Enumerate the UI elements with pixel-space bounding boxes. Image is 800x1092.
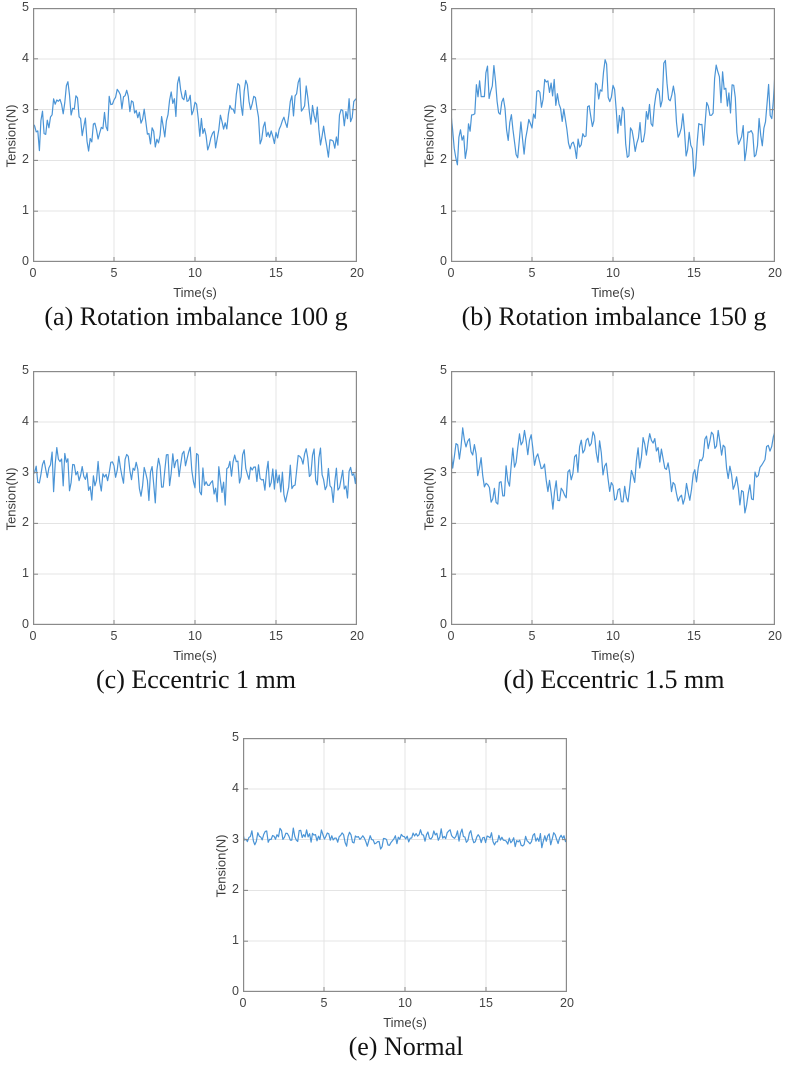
x-tick-label: 0 xyxy=(447,629,455,643)
y-tick-label: 1 xyxy=(440,566,447,581)
y-tick-label: 3 xyxy=(440,464,447,479)
x-tick-label: 0 xyxy=(29,266,37,280)
y-tick-label: 1 xyxy=(22,566,29,581)
y-tick-label: 1 xyxy=(232,933,239,948)
y-tick-label: 2 xyxy=(440,515,447,530)
y-tick-label: 3 xyxy=(232,831,239,846)
y-tick-label: 3 xyxy=(22,101,29,116)
x-tick-label: 20 xyxy=(768,266,782,280)
chart-canvas xyxy=(33,8,357,262)
x-axis-label: Time(s) xyxy=(173,285,217,300)
y-tick-label: 0 xyxy=(22,254,29,268)
x-tick-label: 10 xyxy=(398,996,412,1010)
chart-canvas xyxy=(451,371,775,625)
signal-line xyxy=(33,76,357,158)
y-tick-label: 2 xyxy=(22,515,29,530)
chart-canvas xyxy=(451,8,775,262)
x-tick-label: 15 xyxy=(269,266,283,280)
y-tick-label: 2 xyxy=(232,882,239,897)
x-tick-label: 10 xyxy=(606,266,620,280)
chart-canvas xyxy=(33,371,357,625)
x-tick-label: 20 xyxy=(350,266,364,280)
x-tick-label: 15 xyxy=(479,996,493,1010)
x-tick-label: 10 xyxy=(606,629,620,643)
x-tick-label: 20 xyxy=(560,996,574,1010)
subplot-b-rotation-imbalance-150g: Tension(N) Time(s) (b) Rotation imbalanc… xyxy=(418,0,800,362)
subplot-caption: (d) Eccentric 1.5 mm xyxy=(503,665,725,694)
x-tick-label: 10 xyxy=(188,266,202,280)
y-tick-label: 3 xyxy=(440,101,447,116)
y-tick-label: 4 xyxy=(440,413,447,428)
subplot-caption: (e) Normal xyxy=(348,1032,464,1061)
subplot-d-eccentric-1p5mm: Tension(N) Time(s) (d) Eccentric 1.5 mm … xyxy=(418,363,800,725)
x-tick-label: 0 xyxy=(239,996,247,1010)
plot-area xyxy=(451,371,775,625)
y-tick-label: 5 xyxy=(440,363,447,377)
x-tick-label: 20 xyxy=(768,629,782,643)
y-tick-label: 3 xyxy=(22,464,29,479)
subplot-e-normal: Tension(N) Time(s) (e) Normal 0 5 10 15 20 0 1… xyxy=(210,730,602,1092)
x-tick-label: 15 xyxy=(687,629,701,643)
x-tick-label: 5 xyxy=(110,266,118,280)
y-tick-label: 4 xyxy=(22,50,29,65)
x-axis-label: Time(s) xyxy=(383,1015,427,1030)
subplot-caption: (b) Rotation imbalance 150 g xyxy=(461,302,767,331)
y-tick-label: 0 xyxy=(440,254,447,268)
y-tick-label: 0 xyxy=(440,617,447,631)
y-tick-label: 4 xyxy=(440,50,447,65)
subplot-caption: (c) Eccentric 1 mm xyxy=(96,665,296,694)
x-tick-label: 0 xyxy=(29,629,37,643)
chart-canvas xyxy=(243,738,567,992)
x-tick-label: 15 xyxy=(687,266,701,280)
plot-area xyxy=(243,738,567,992)
y-tick-label: 1 xyxy=(22,203,29,218)
x-tick-label: 10 xyxy=(188,629,202,643)
signal-line xyxy=(451,427,775,514)
plot-area xyxy=(451,8,775,262)
y-tick-label: 1 xyxy=(440,203,447,218)
y-tick-label: 2 xyxy=(440,152,447,167)
y-tick-label: 0 xyxy=(22,617,29,631)
y-tick-label: 5 xyxy=(232,730,239,744)
x-axis-label: Time(s) xyxy=(591,285,635,300)
x-tick-label: 5 xyxy=(528,266,536,280)
y-tick-label: 2 xyxy=(22,152,29,167)
y-tick-label: 5 xyxy=(440,0,447,14)
plot-area xyxy=(33,371,357,625)
subplot-a-rotation-imbalance-100g: Tension(N) Time(s) (a) Rotation imbalanc… xyxy=(0,0,392,362)
y-tick-label: 0 xyxy=(232,984,239,998)
x-tick-label: 0 xyxy=(447,266,455,280)
signal-line xyxy=(243,827,567,850)
signal-line xyxy=(33,446,357,506)
y-tick-label: 5 xyxy=(22,363,29,377)
y-tick-label: 4 xyxy=(22,413,29,428)
x-tick-label: 5 xyxy=(528,629,536,643)
signal-line xyxy=(451,59,775,177)
y-tick-label: 5 xyxy=(22,0,29,14)
subplot-caption: (a) Rotation imbalance 100 g xyxy=(44,302,348,331)
x-tick-label: 15 xyxy=(269,629,283,643)
x-tick-label: 20 xyxy=(350,629,364,643)
x-axis-label: Time(s) xyxy=(173,648,217,663)
plot-area xyxy=(33,8,357,262)
x-axis-label: Time(s) xyxy=(591,648,635,663)
x-tick-label: 5 xyxy=(110,629,118,643)
x-tick-label: 5 xyxy=(320,996,328,1010)
y-tick-label: 4 xyxy=(232,780,239,795)
